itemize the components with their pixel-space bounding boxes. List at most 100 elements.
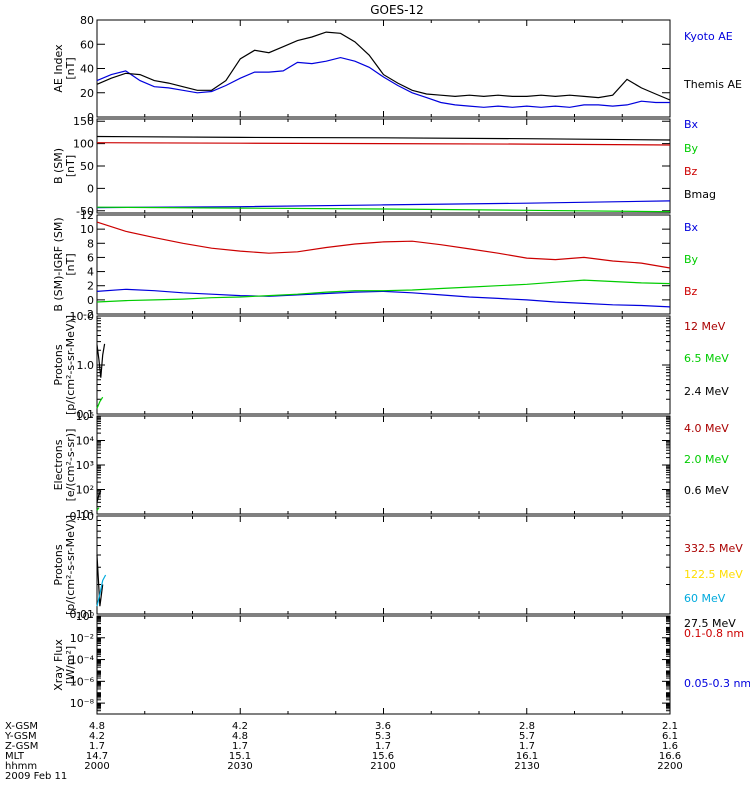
ephemeris-value: 2.8 [519,721,535,732]
y-tick-label: -50 [76,205,94,218]
ephemeris-row-label: MLT [5,751,25,762]
legend-entry: 27.5 MeV [684,617,736,630]
ephemeris-table: X-GSMY-GSMZ-GSMMLThhmm4.84.21.714.720004… [4,721,683,782]
ephemeris-value: 4.2 [89,731,105,742]
panel-frame [96,118,671,214]
panel-frame [96,415,671,515]
y-tick-label: 0.10 [70,510,95,523]
y-tick-label: 10⁻⁴ [70,654,95,667]
series-line-bmag [96,135,671,141]
y-axis-label: Electrons [52,439,65,490]
ephemeris-value: 2.1 [662,721,678,732]
series-line-bx [96,200,671,209]
y-tick-label: 2 [87,280,94,293]
series-line-0-6-mev [96,490,102,503]
y-tick-label: 0 [87,294,94,307]
y-axis-label: B (SM) [52,148,65,184]
y-tick-label: 20 [80,87,94,100]
y-tick-label: 0 [87,182,94,195]
y-tick-label: 10³ [76,459,94,472]
legend-entry: 122.5 MeV [684,568,743,581]
y-tick-label: 50 [80,160,94,173]
legend-entry: By [684,142,699,155]
y-tick-label: 8 [87,237,94,250]
series-line-kyoto-ae [96,56,670,108]
ephemeris-value: 16.1 [516,751,538,762]
y-axis-label: Protons [52,344,65,385]
ephemeris-date: 2009 Feb 11 [5,771,67,782]
y-tick-label: 80 [80,14,94,27]
y-tick-label: 10⁻⁸ [70,697,95,710]
panel-frame [96,615,671,715]
legend-entry: Themis AE [683,78,742,91]
y-tick-label: 10 [80,223,94,236]
legend-entry: Bz [684,285,698,298]
y-tick-label: 10⁻² [70,632,94,645]
ephemeris-value: 2030 [227,761,252,772]
y-axis-units: [p/(cm²-s-sr-MeV)] [64,515,77,615]
legend-entry: Bx [684,221,699,234]
series-line-bx [96,288,671,308]
y-axis-label: Xray Flux [52,639,65,691]
ephemeris-value: 2200 [657,761,682,772]
y-tick-label: 0.1 [77,408,95,421]
ephemeris-value: 2000 [84,761,109,772]
panel-6: 0.01 0.10 Protons [p/(cm²-s-sr-MeV)] 332.5 M… [52,510,743,630]
panel-4: 0.1 1.0 10.0 Protons [p/(cm²-s-sr-MeV)] 12 Me… [52,310,729,421]
y-tick-label: 60 [80,38,94,51]
ephemeris-value: 1.7 [375,741,391,752]
ephemeris-row-label: Z-GSM [5,741,38,752]
ephemeris-value: 1.7 [519,741,535,752]
ephemeris-value: 15.1 [229,751,251,762]
ephemeris-value: 14.7 [86,751,108,762]
ephemeris-value: 2100 [370,761,395,772]
ephemeris-row-label: Y-GSM [4,731,37,742]
legend-entry: Bmag [684,188,716,201]
legend-entry: 0.1-0.8 nm [684,627,744,640]
y-tick-label: 1.0 [77,359,95,372]
ephemeris-value: 5.3 [375,731,391,742]
ephemeris-value: 5.7 [519,731,535,742]
y-axis-units: [e/(cm²-s-sr)] [64,429,77,502]
ephemeris-value: 2130 [514,761,539,772]
ephemeris-value: 4.2 [232,721,248,732]
ephemeris-value: 4.8 [232,731,248,742]
series-line-bz [96,142,671,146]
y-axis-units: [nT] [64,57,77,79]
series-line-27-5-mev [96,554,104,607]
ephemeris-value: 6.1 [662,731,678,742]
y-tick-label: -2 [83,308,94,321]
legend-entry: 2.0 MeV [684,453,729,466]
series-line-by [96,206,671,213]
ephemeris-value: 4.8 [89,721,105,732]
ephemeris-value: 1.6 [662,741,678,752]
y-tick-label: 10⁰ [76,610,95,623]
y-axis-label: B (SM)-IGRF (SM) [52,217,65,311]
y-tick-label: 10.0 [70,310,95,323]
legend-entry: Bx [684,118,699,131]
series-line-2-4-mev [96,343,106,378]
panel-frame [96,19,671,118]
ephemeris-row-label: X-GSM [5,721,38,732]
series-line-6-5-mev [96,396,104,409]
legend-entry: 6.5 MeV [684,352,729,365]
legend-entry: 4.0 MeV [684,422,729,435]
y-tick-label: 10⁵ [76,410,94,423]
legend-entry: 0.6 MeV [684,484,729,497]
ephemeris-value: 1.7 [89,741,105,752]
series-line-2-0-mev [96,507,100,511]
ephemeris-row-label: hhmm [5,761,37,772]
legend-entry: Kyoto AE [684,30,733,43]
ephemeris-value: 15.6 [372,751,394,762]
y-axis-units: [nT] [64,253,77,275]
y-tick-label: 6 [87,251,94,264]
legend-entry: 12 MeV [684,320,726,333]
y-tick-label: 10⁴ [76,435,95,448]
panel-frame [96,515,671,615]
panel-7: 10⁻⁸ 10⁻⁶ 10⁻⁴ 10⁻² 10⁰ Xray Flux [W/m²] 0.1-0.… [52,610,750,715]
series-line-60-mev [96,574,107,607]
ephemeris-value: 16.6 [659,751,681,762]
